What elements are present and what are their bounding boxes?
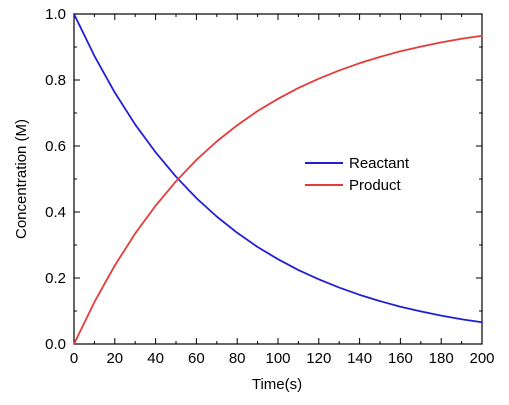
x-tick-label: 40	[147, 350, 164, 367]
x-tick-label: 120	[306, 350, 331, 367]
plot-border	[73, 13, 483, 345]
y-tick-label: 0.0	[45, 336, 66, 353]
y-tick-label: 0.8	[45, 72, 66, 89]
legend-label-reactant: Reactant	[349, 155, 410, 172]
x-tick-label: 0	[70, 350, 78, 367]
x-tick-label: 140	[347, 350, 372, 367]
x-tick-label: 80	[229, 350, 246, 367]
y-axis-ticks: 0.0 0.2 0.4 0.6 0.8 1.0	[45, 6, 482, 353]
x-axis-label: Time(s)	[252, 376, 302, 393]
series-lines	[73, 13, 483, 345]
y-tick-label: 0.6	[45, 138, 66, 155]
y-tick-label: 0.4	[45, 204, 66, 221]
x-tick-label: 60	[188, 350, 205, 367]
x-tick-label: 200	[469, 350, 494, 367]
x-tick-label: 100	[265, 350, 290, 367]
x-tick-label: 160	[388, 350, 413, 367]
x-tick-label: 20	[106, 350, 123, 367]
plot-frame	[73, 13, 483, 345]
legend: Reactant Product	[305, 155, 410, 194]
x-tick-label: 180	[429, 350, 454, 367]
y-tick-label: 0.2	[45, 270, 66, 287]
legend-label-product: Product	[349, 177, 402, 194]
series-line-reactant	[73, 13, 483, 324]
y-axis-label: Concentration (M)	[13, 119, 30, 239]
series-line-product	[73, 34, 483, 345]
x-axis-ticks: 0 20 40 60 80 100 120 140 160 180 200	[70, 14, 495, 367]
y-tick-label: 1.0	[45, 6, 66, 23]
